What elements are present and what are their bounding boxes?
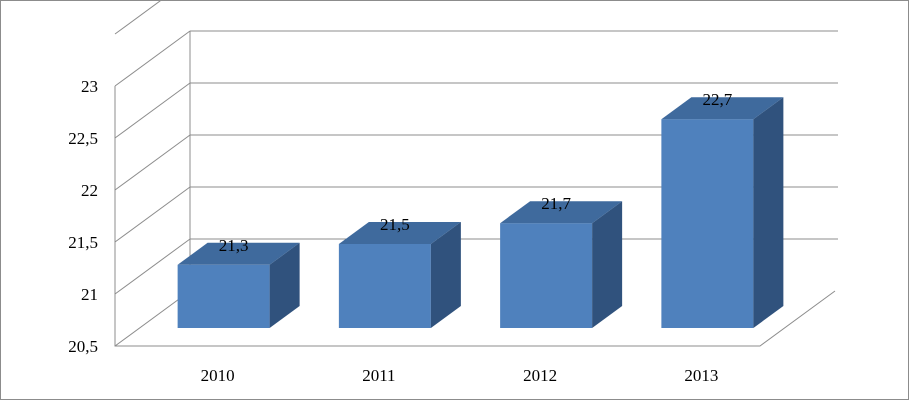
gridline-diagonal [114,0,163,35]
y-axis-ticks: 20,5 21 21,5 22 22,5 23 [68,77,98,356]
floor-outline [114,86,836,347]
floor-depth-line [114,290,191,347]
bar [338,222,461,328]
data-label: 21,3 [219,236,249,255]
bar-top-face [661,97,784,120]
data-label: 21,5 [380,215,410,234]
bar [500,201,623,328]
y-tick-label: 20,5 [68,337,98,356]
bar-front-face [500,223,593,328]
gridline-diagonal [114,82,191,139]
data-label: 21,7 [541,194,571,213]
bar-front-face [661,119,754,328]
y-tick-label: 22 [81,181,98,200]
x-tick-label: 2011 [362,366,395,385]
y-tick-label: 21,5 [68,233,98,252]
x-tick-label: 2012 [523,366,557,385]
chart-walls [114,31,836,347]
bar-top-face [338,222,461,244]
y-tick-label: 22,5 [68,129,98,148]
gridline-diagonal [114,134,191,191]
gridline-diagonal [114,30,191,87]
bar-side-face [592,201,623,328]
bar-side-face [269,242,300,328]
bar-front-face [338,244,431,328]
gridline-diagonal [114,238,191,295]
y-tick-label: 21 [81,285,98,304]
x-axis-ticks: 2010 2011 2012 2013 [201,366,719,385]
gridline-diagonal [114,186,191,243]
bar [177,242,300,328]
bars [177,97,784,328]
bar-top-face [177,242,300,265]
bar-front-face [177,264,270,328]
bar-side-face [430,222,461,328]
x-tick-label: 2010 [201,366,235,385]
data-label: 22,7 [703,90,733,109]
data-labels: 21,3 21,5 21,7 22,7 [219,90,733,255]
bar-side-face [753,97,784,328]
bar-top-face [500,201,623,224]
x-tick-label: 2013 [684,366,718,385]
y-tick-label: 23 [81,77,98,96]
bar [661,97,784,328]
